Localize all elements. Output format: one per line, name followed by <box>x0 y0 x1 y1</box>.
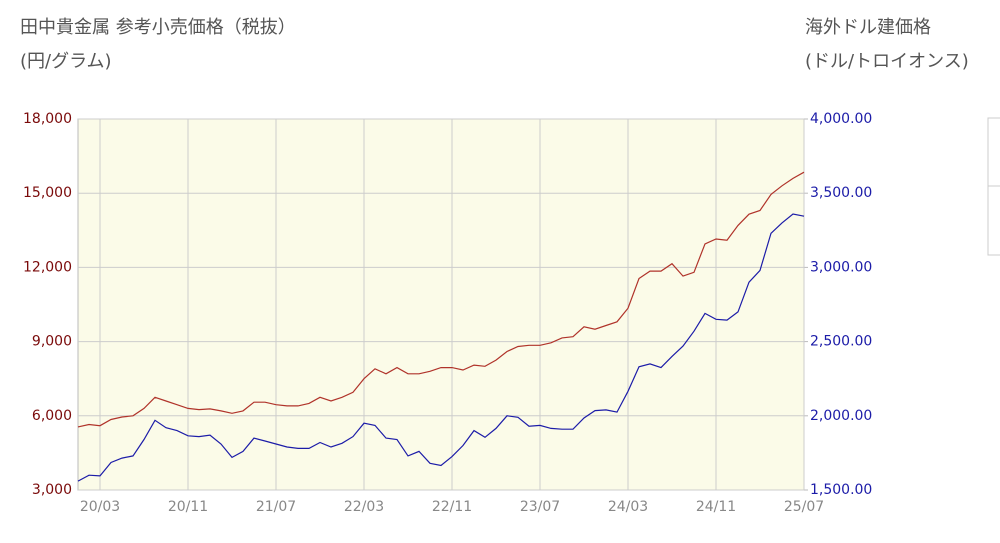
x-tick-label: 22/11 <box>432 499 472 515</box>
x-tick-label: 24/11 <box>696 499 736 515</box>
y2-tick-label: 2,000.00 <box>810 408 872 424</box>
chart-title: 田中貴金属 参考小売価格（税抜） <box>20 17 296 38</box>
y2-tick-label: 3,000.00 <box>810 259 872 275</box>
x-tick-label: 25/07 <box>784 499 824 515</box>
x-tick-label: 24/03 <box>608 499 648 515</box>
chart-subtitle: (円/グラム) <box>20 51 112 72</box>
y-tick-label: 9,000 <box>32 334 72 350</box>
y2-tick-label: 3,500.00 <box>810 185 872 201</box>
x-tick-label: 20/03 <box>80 499 120 515</box>
y2-tick-label: 1,500.00 <box>810 482 872 498</box>
y2-tick-label: 4,000.00 <box>810 111 872 127</box>
line-series <box>77 171 805 428</box>
x-tick-label: 23/07 <box>520 499 560 515</box>
x-tick-label: 21/07 <box>256 499 296 515</box>
y2-title: 海外ドル建価格 <box>805 17 931 38</box>
line-series <box>77 213 805 482</box>
x-tick-label: 20/11 <box>168 499 208 515</box>
y2-tick-label: 2,500.00 <box>810 334 872 350</box>
x-tick-label: 22/03 <box>344 499 384 515</box>
y-tick-label: 6,000 <box>32 408 72 424</box>
plot-background <box>77 118 805 491</box>
y2-subtitle: (ドル/トロイオンス) <box>805 51 969 72</box>
y-tick-label: 18,000 <box>23 111 72 127</box>
y-tick-label: 3,000 <box>32 482 72 498</box>
y-tick-label: 15,000 <box>23 185 72 201</box>
y-tick-label: 12,000 <box>23 259 72 275</box>
